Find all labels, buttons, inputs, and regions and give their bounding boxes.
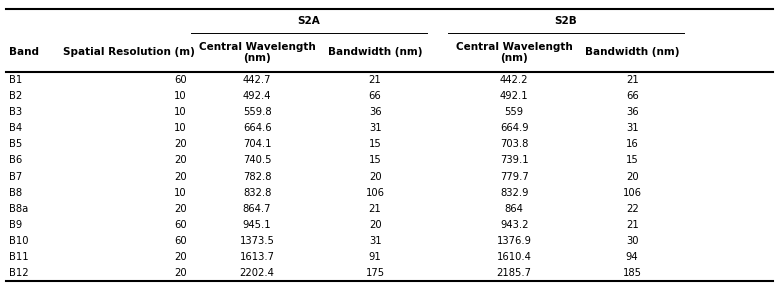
Text: 31: 31	[368, 236, 382, 246]
Text: B7: B7	[9, 172, 22, 181]
Text: Bandwidth (nm): Bandwidth (nm)	[585, 47, 679, 57]
Text: B9: B9	[9, 220, 22, 230]
Text: Band: Band	[9, 47, 39, 57]
Text: 664.6: 664.6	[243, 123, 271, 133]
Text: 31: 31	[626, 123, 639, 133]
Text: 15: 15	[368, 139, 382, 149]
Text: 91: 91	[368, 252, 382, 262]
Text: 15: 15	[368, 155, 382, 165]
Text: 66: 66	[626, 91, 639, 101]
Text: 945.1: 945.1	[243, 220, 271, 230]
Text: 20: 20	[174, 172, 187, 181]
Text: 106: 106	[622, 188, 642, 198]
Text: Spatial Resolution (m): Spatial Resolution (m)	[62, 47, 195, 57]
Text: 20: 20	[626, 172, 639, 181]
Text: 559.8: 559.8	[243, 107, 271, 117]
Text: 739.1: 739.1	[500, 155, 528, 165]
Text: 36: 36	[368, 107, 382, 117]
Text: 21: 21	[368, 204, 382, 214]
Text: 864: 864	[505, 204, 523, 214]
Text: 21: 21	[626, 220, 639, 230]
Text: 832.8: 832.8	[243, 188, 271, 198]
Text: 1610.4: 1610.4	[497, 252, 531, 262]
Text: 10: 10	[174, 188, 187, 198]
Text: 16: 16	[626, 139, 639, 149]
Text: B3: B3	[9, 107, 22, 117]
Text: B5: B5	[9, 139, 22, 149]
Text: 832.9: 832.9	[500, 188, 528, 198]
Text: 10: 10	[174, 91, 187, 101]
Text: 22: 22	[626, 204, 639, 214]
Text: 60: 60	[174, 220, 187, 230]
Text: B4: B4	[9, 123, 22, 133]
Text: 20: 20	[174, 139, 187, 149]
Text: Central Wavelength
(nm): Central Wavelength (nm)	[456, 42, 573, 63]
Text: 94: 94	[626, 252, 639, 262]
Text: 2202.4: 2202.4	[240, 268, 274, 278]
Text: 20: 20	[174, 268, 187, 278]
Text: B6: B6	[9, 155, 22, 165]
Text: 60: 60	[174, 236, 187, 246]
Text: B1: B1	[9, 75, 22, 85]
Text: 664.9: 664.9	[500, 123, 528, 133]
Text: B10: B10	[9, 236, 28, 246]
Text: 21: 21	[626, 75, 639, 85]
Text: 442.7: 442.7	[243, 75, 271, 85]
Text: 492.1: 492.1	[500, 91, 528, 101]
Text: 782.8: 782.8	[243, 172, 271, 181]
Text: 740.5: 740.5	[243, 155, 271, 165]
Text: 442.2: 442.2	[500, 75, 528, 85]
Text: 20: 20	[174, 155, 187, 165]
Text: 559: 559	[505, 107, 523, 117]
Text: 31: 31	[368, 123, 382, 133]
Text: 175: 175	[365, 268, 385, 278]
Text: 20: 20	[368, 220, 382, 230]
Text: 60: 60	[174, 75, 187, 85]
Text: 703.8: 703.8	[500, 139, 528, 149]
Text: 66: 66	[368, 91, 382, 101]
Text: 20: 20	[174, 204, 187, 214]
Text: B2: B2	[9, 91, 22, 101]
Text: 943.2: 943.2	[500, 220, 528, 230]
Text: 21: 21	[368, 75, 382, 85]
Text: 10: 10	[174, 123, 187, 133]
Text: 20: 20	[368, 172, 382, 181]
Text: 15: 15	[626, 155, 639, 165]
Text: 1613.7: 1613.7	[240, 252, 274, 262]
Text: 2185.7: 2185.7	[497, 268, 531, 278]
Text: S2A: S2A	[298, 16, 320, 26]
Text: Central Wavelength
(nm): Central Wavelength (nm)	[199, 42, 315, 63]
Text: 20: 20	[174, 252, 187, 262]
Text: 704.1: 704.1	[243, 139, 271, 149]
Text: B8a: B8a	[9, 204, 28, 214]
Text: 864.7: 864.7	[243, 204, 271, 214]
Text: S2B: S2B	[555, 16, 577, 26]
Text: 1376.9: 1376.9	[497, 236, 531, 246]
Text: 1373.5: 1373.5	[240, 236, 274, 246]
Text: B8: B8	[9, 188, 22, 198]
Text: 492.4: 492.4	[243, 91, 271, 101]
Text: 185: 185	[622, 268, 642, 278]
Text: 106: 106	[365, 188, 385, 198]
Text: B12: B12	[9, 268, 28, 278]
Text: 10: 10	[174, 107, 187, 117]
Text: 779.7: 779.7	[500, 172, 528, 181]
Text: 36: 36	[626, 107, 639, 117]
Text: B11: B11	[9, 252, 28, 262]
Text: Bandwidth (nm): Bandwidth (nm)	[328, 47, 422, 57]
Text: 30: 30	[626, 236, 639, 246]
